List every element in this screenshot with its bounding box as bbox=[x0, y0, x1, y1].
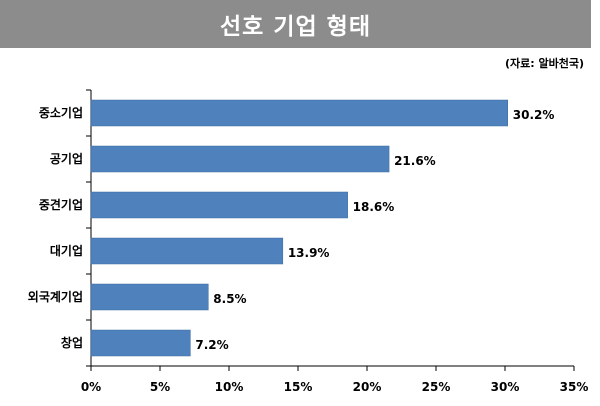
x-tick-label: 35% bbox=[560, 380, 589, 394]
value-label: 18.6% bbox=[353, 200, 395, 214]
bar bbox=[90, 191, 348, 219]
category-label: 공기업 bbox=[50, 151, 83, 166]
category-label: 외국계기업 bbox=[28, 289, 83, 304]
value-label: 21.6% bbox=[394, 154, 436, 168]
category-label: 대기업 bbox=[50, 243, 83, 258]
title-bar: 선호 기업 형태 bbox=[0, 0, 591, 48]
chart-title: 선호 기업 형태 bbox=[220, 14, 371, 40]
bar bbox=[90, 329, 191, 357]
bar bbox=[90, 99, 509, 127]
x-tick-label: 15% bbox=[284, 380, 313, 394]
category-label: 중소기업 bbox=[39, 105, 83, 120]
x-tick-label: 5% bbox=[150, 380, 170, 394]
x-tick-label: 20% bbox=[353, 380, 382, 394]
x-tick-label: 25% bbox=[422, 380, 451, 394]
bar bbox=[90, 237, 284, 265]
value-label: 8.5% bbox=[213, 292, 246, 306]
source-note: (자료: 알바천국) bbox=[504, 57, 584, 70]
x-tick-label: 0% bbox=[81, 380, 101, 394]
bar bbox=[90, 145, 390, 173]
value-label: 13.9% bbox=[288, 246, 330, 260]
category-label: 중견기업 bbox=[39, 197, 83, 212]
value-label: 7.2% bbox=[195, 338, 228, 352]
x-tick-label: 30% bbox=[491, 380, 520, 394]
category-label: 창업 bbox=[61, 335, 83, 350]
x-tick-label: 10% bbox=[215, 380, 244, 394]
bar bbox=[90, 283, 209, 311]
value-label: 30.2% bbox=[513, 108, 555, 122]
